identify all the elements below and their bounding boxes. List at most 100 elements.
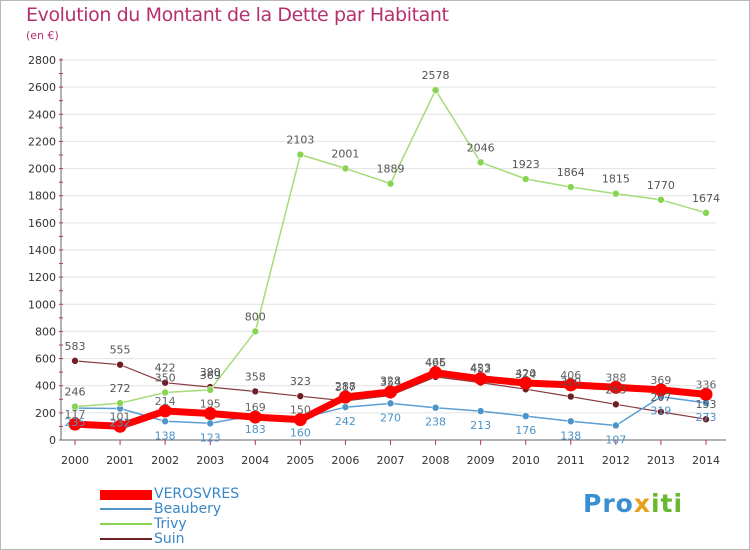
data-label-suin: 583 <box>65 340 86 353</box>
data-point-suin <box>116 360 124 369</box>
data-point-beaubery <box>612 421 620 430</box>
data-label-trivy: 272 <box>110 382 131 395</box>
y-tick-label: 200 <box>35 407 56 420</box>
data-point-suin <box>702 415 710 424</box>
legend-label: VEROSVRES <box>154 486 240 502</box>
data-point-verosvres <box>429 366 443 380</box>
data-label-verosvres: 452 <box>470 363 491 376</box>
legend-swatch-beaubery <box>100 508 152 510</box>
data-point-beaubery <box>386 399 395 408</box>
data-label-verosvres: 420 <box>515 367 536 380</box>
legend-label: Suin <box>154 531 185 547</box>
data-label-suin: 358 <box>245 370 266 383</box>
data-label-beaubery: 107 <box>605 433 626 446</box>
data-point-verosvres <box>384 385 397 399</box>
data-point-suin <box>612 400 620 409</box>
data-label-suin: 320 <box>560 376 581 389</box>
data-label-trivy: 1815 <box>602 173 630 186</box>
data-label-trivy: 1864 <box>557 166 585 179</box>
y-tick-label: 1000 <box>28 298 56 311</box>
data-point-trivy <box>251 327 260 336</box>
data-label-suin: 288 <box>335 380 356 393</box>
data-label-trivy: 1674 <box>692 192 720 205</box>
data-label-beaubery: 183 <box>245 423 266 436</box>
x-tick-label: 2012 <box>602 454 630 467</box>
y-tick-label: 2000 <box>28 163 56 176</box>
data-point-trivy <box>116 399 124 407</box>
data-label-beaubery: 319 <box>650 405 671 418</box>
legend-label: Trivy <box>154 516 187 532</box>
data-label-verosvres: 117 <box>65 408 86 421</box>
x-tick-label: 2009 <box>467 454 495 467</box>
data-point-verosvres <box>293 413 307 427</box>
chart-subtitle: (en €) <box>26 29 59 42</box>
y-tick-label: 800 <box>35 325 56 338</box>
data-label-trivy: 246 <box>65 386 86 399</box>
y-tick-label: 2600 <box>28 81 56 94</box>
legend-swatch-verosvres <box>100 490 152 500</box>
data-point-suin <box>251 387 260 396</box>
data-point-beaubery <box>476 407 485 415</box>
series-line-trivy <box>74 89 707 408</box>
data-label-trivy: 369 <box>200 369 221 382</box>
data-label-beaubery: 160 <box>290 426 311 439</box>
data-point-verosvres <box>519 376 533 390</box>
data-label-beaubery: 138 <box>155 429 176 442</box>
data-label-suin: 328 <box>380 374 401 387</box>
data-label-verosvres: 214 <box>155 395 176 408</box>
data-label-beaubery: 238 <box>425 416 446 429</box>
data-label-verosvres: 195 <box>200 398 221 411</box>
data-point-suin <box>657 408 665 416</box>
data-label-beaubery: 213 <box>470 419 491 432</box>
x-tick-label: 2007 <box>377 454 405 467</box>
data-point-verosvres <box>474 372 488 386</box>
data-point-verosvres <box>654 383 668 397</box>
y-tick-label: 0 <box>49 434 56 447</box>
data-point-verosvres <box>248 410 262 424</box>
data-point-beaubery <box>431 403 440 412</box>
data-label-suin: 153 <box>696 398 717 411</box>
x-tick-label: 2006 <box>331 454 359 467</box>
data-point-suin <box>566 392 575 401</box>
legend-item-suin[interactable]: Suin <box>100 531 320 547</box>
x-tick-label: 2003 <box>196 454 224 467</box>
legend-item-verosvres[interactable]: VEROSVRES <box>100 486 320 502</box>
proxiti-logo: Proxiti <box>583 489 684 518</box>
data-label-trivy: 2046 <box>467 141 495 154</box>
legend: VEROSVRES Beaubery Trivy Suin <box>100 486 320 547</box>
axes: 0 200 400 600 800 1000 1200 1400 1600 1800 2000 220… <box>28 54 726 467</box>
data-point-suin <box>296 392 305 400</box>
data-label-verosvres: 317 <box>335 381 356 394</box>
data-label-beaubery: 123 <box>200 431 221 444</box>
data-label-verosvres: 169 <box>245 401 266 414</box>
data-point-trivy <box>521 175 530 183</box>
data-label-suin: 263 <box>605 383 626 396</box>
data-point-suin <box>161 378 169 387</box>
data-label-suin: 422 <box>155 362 176 375</box>
data-label-suin: 323 <box>290 375 311 388</box>
data-point-trivy <box>702 209 710 217</box>
data-point-trivy <box>161 388 169 397</box>
data-label-beaubery: 242 <box>335 415 356 428</box>
data-label-trivy: 1770 <box>647 179 675 192</box>
data-point-trivy <box>612 189 620 198</box>
data-label-verosvres: 496 <box>425 357 446 370</box>
data-point-suin <box>71 357 79 365</box>
data-point-trivy <box>206 386 215 394</box>
data-point-verosvres <box>158 404 172 418</box>
x-tick-label: 2000 <box>61 454 89 467</box>
data-point-beaubery <box>341 403 350 411</box>
data-label-suin: 374 <box>515 368 536 381</box>
legend-item-beaubery[interactable]: Beaubery <box>100 501 320 517</box>
data-label-trivy: 350 <box>155 372 176 385</box>
legend-item-trivy[interactable]: Trivy <box>100 516 320 532</box>
x-tick-label: 2014 <box>692 454 720 467</box>
data-point-trivy <box>566 183 575 191</box>
data-point-trivy <box>657 195 665 204</box>
data-label-beaubery: 232 <box>110 417 131 430</box>
legend-swatch-trivy <box>100 523 152 525</box>
x-tick-label: 2008 <box>422 454 450 467</box>
data-point-trivy <box>341 164 350 173</box>
data-label-verosvres: 101 <box>110 410 131 423</box>
